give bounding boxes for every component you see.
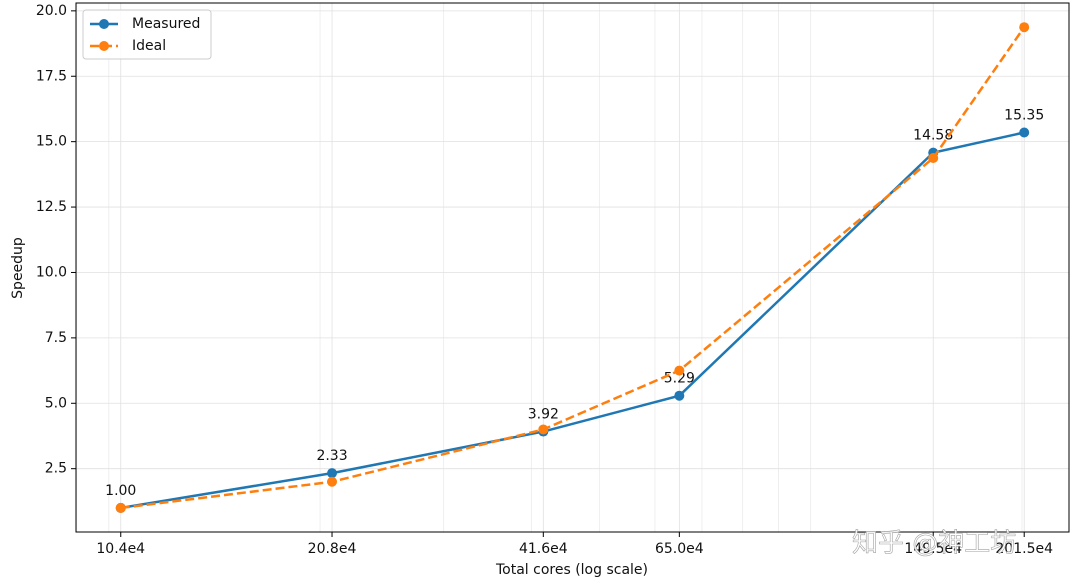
x-tick-label: 20.8e4 — [308, 541, 357, 557]
point — [674, 365, 685, 376]
legend-marker — [99, 41, 109, 51]
point — [1019, 127, 1030, 138]
y-tick-label: 15.0 — [36, 134, 67, 150]
y-axis-label: Speedup — [10, 237, 26, 299]
y-tick-label: 5.0 — [45, 395, 67, 411]
legend-box — [82, 9, 212, 60]
point — [115, 502, 126, 513]
legend-label: Ideal — [132, 38, 166, 54]
y-tick-label: 20.0 — [36, 3, 67, 19]
x-axis-label: Total cores (log scale) — [495, 562, 648, 578]
value-label: 15.35 — [1004, 108, 1044, 124]
x-tick-label: 149.5e4 — [904, 541, 962, 557]
point — [327, 476, 338, 487]
legend-label: Measured — [132, 16, 200, 32]
point — [674, 390, 685, 401]
value-label: 5.29 — [664, 371, 695, 387]
y-tick-label: 17.5 — [36, 68, 67, 84]
legend-marker — [99, 19, 109, 29]
x-tick-label: 65.0e4 — [655, 541, 704, 557]
x-tick-label: 201.5e4 — [995, 541, 1053, 557]
point — [327, 468, 338, 479]
plot-frame — [75, 2, 1070, 533]
point — [538, 424, 549, 435]
y-tick-label: 7.5 — [45, 330, 67, 346]
series-line — [120, 26, 1026, 510]
value-label: 14.58 — [913, 128, 953, 144]
point — [1019, 22, 1030, 33]
series-line — [120, 131, 1025, 510]
y-tick-label: 12.5 — [36, 199, 67, 215]
value-label: 1.00 — [105, 483, 136, 499]
x-tick-label: 41.6e4 — [519, 541, 568, 557]
y-tick-label: 2.5 — [45, 461, 67, 477]
value-label: 2.33 — [316, 448, 347, 464]
x-tick-label: 10.4e4 — [96, 541, 145, 557]
point — [928, 153, 939, 164]
value-label: 3.92 — [528, 407, 559, 423]
watermark: 知乎 @神工坊 — [852, 529, 1016, 559]
y-tick-label: 10.0 — [36, 264, 67, 280]
